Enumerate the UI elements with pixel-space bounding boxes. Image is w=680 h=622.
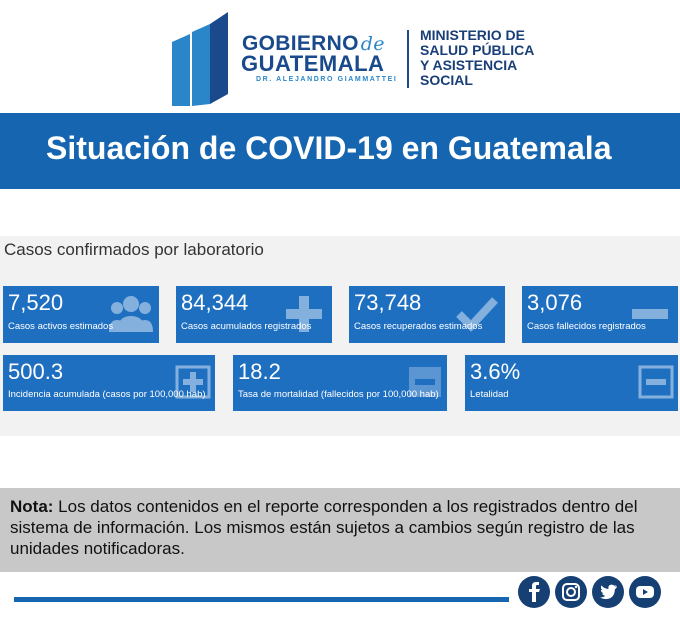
card-value: 3.6% xyxy=(470,359,521,384)
youtube-icon[interactable] xyxy=(629,576,661,608)
card-accumulated-cases[interactable]: 84,344 Casos acumulados registrados xyxy=(176,286,332,343)
note-box: Nota: Los datos contenidos en el reporte… xyxy=(0,488,680,572)
page-title: Situación de COVID-19 en Guatemala xyxy=(46,130,612,166)
panel-title: Casos confirmados por laboratorio xyxy=(4,240,264,259)
gobierno-text: GOBIERNO de xyxy=(242,32,385,55)
card-value: 7,520 xyxy=(8,290,64,315)
check-icon xyxy=(456,297,498,332)
card-value: 500.3 xyxy=(8,359,64,384)
title-band: Situación de COVID-19 en Guatemala xyxy=(0,113,680,189)
minus-square-outline-icon xyxy=(638,365,674,399)
minus-square-icon xyxy=(409,367,441,397)
card-label: Tasa de mortalidad (fallecidos por 100,0… xyxy=(238,389,439,400)
card-value: 73,748 xyxy=(354,290,422,315)
card-deceased-cases[interactable]: 3,076 Casos fallecidos registrados xyxy=(522,286,678,343)
card-label: Casos acumulados registrados xyxy=(181,321,312,332)
note-text: Los datos contenidos en el reporte corre… xyxy=(10,497,638,558)
plus-square-icon xyxy=(175,365,211,399)
twitter-icon[interactable] xyxy=(592,576,624,608)
card-active-cases[interactable]: 7,520 Casos activos estimados xyxy=(3,286,159,343)
minus-icon xyxy=(632,309,668,319)
note-label: Nota: xyxy=(10,497,54,516)
dashboard-panel: Casos confirmados por laboratorio 7,520 … xyxy=(0,236,680,436)
card-lethality[interactable]: 3.6% Letalidad xyxy=(465,355,678,411)
card-label: Letalidad xyxy=(470,389,509,400)
guatemala-text: GUATEMALA xyxy=(241,51,385,76)
footer-line xyxy=(14,597,509,602)
card-label: Casos fallecidos registrados xyxy=(527,321,646,332)
header: GOBIERNO de GUATEMALA DR. ALEJANDRO GIAMM… xyxy=(0,0,680,112)
card-value: 84,344 xyxy=(181,290,249,315)
plus-icon xyxy=(286,296,322,332)
card-mortality-rate[interactable]: 18.2 Tasa de mortalidad (fallecidos por … xyxy=(233,355,447,411)
card-value: 18.2 xyxy=(238,359,281,384)
facebook-icon[interactable] xyxy=(518,576,550,608)
government-logo-icon xyxy=(172,12,228,106)
card-value: 3,076 xyxy=(527,290,583,315)
card-recovered-cases[interactable]: 73,748 Casos recuperados estimados xyxy=(349,286,505,343)
president-text: DR. ALEJANDRO GIAMMATTEI xyxy=(256,76,398,83)
instagram-icon[interactable] xyxy=(555,576,587,608)
ministry-name: MINISTERIO DE SALUD PÚBLICA Y ASISTENCIA… xyxy=(420,27,535,88)
card-label: Casos activos estimados xyxy=(8,321,114,332)
card-incidence[interactable]: 500.3 Incidencia acumulada (casos por 10… xyxy=(3,355,215,411)
header-divider xyxy=(407,30,409,88)
people-icon xyxy=(109,296,153,332)
card-label: Incidencia acumulada (casos por 100,000 … xyxy=(8,389,206,400)
card-label: Casos recuperados estimados xyxy=(354,321,483,332)
